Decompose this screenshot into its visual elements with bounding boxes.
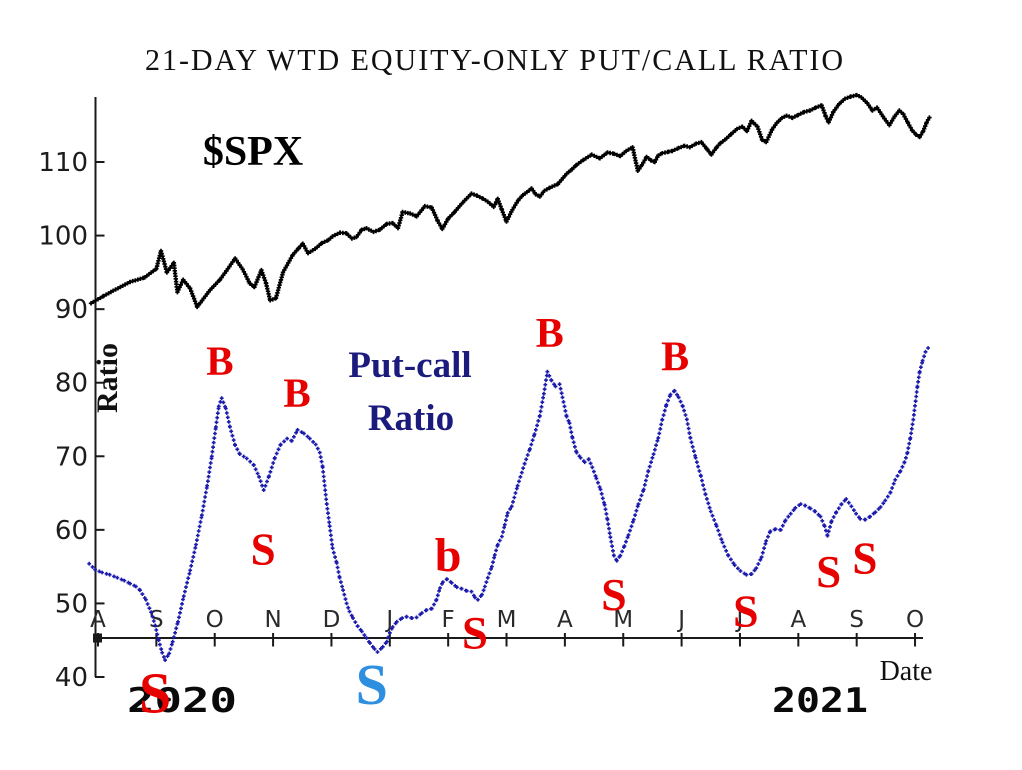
y-tick-label: 40: [55, 663, 88, 693]
signal-buy: B: [661, 335, 689, 381]
x-tick-label-month: N: [264, 607, 281, 633]
signal-sell: S: [601, 569, 627, 620]
x-tick-label-month: J: [735, 607, 744, 633]
x-tick-label-month: F: [442, 607, 455, 633]
x-tick-label-month: A: [90, 607, 106, 633]
putcall-series-label-line1: Put-call: [348, 345, 471, 386]
x-tick-label-month: O: [206, 607, 224, 633]
y-tick-label: 90: [55, 295, 88, 325]
x-tick-label-month: A: [790, 607, 806, 633]
spx-series-label: $SPX: [203, 129, 303, 175]
signal-sell: S: [462, 608, 488, 660]
y-tick-label: 110: [38, 148, 88, 178]
x-tick-label-month: M: [613, 607, 633, 633]
y-tick-label: 80: [55, 369, 88, 399]
series-put-call-ratio: [87, 346, 930, 662]
signal-sell: S: [139, 661, 171, 726]
signal-sell: S: [356, 652, 388, 717]
signal-buy-minor: b: [435, 529, 462, 582]
x-tick-label-month: S: [849, 607, 864, 633]
x-tick-label-month: O: [906, 607, 924, 633]
series--spx: [88, 92, 932, 310]
x-axis-title: Date: [880, 656, 933, 687]
putcall-series-label-line2: Ratio: [368, 398, 454, 439]
x-tick-label-month: J: [676, 607, 685, 633]
x-tick-label-month: A: [557, 607, 573, 633]
x-tick-label-month: D: [323, 607, 341, 633]
x-tick-label-month: J: [384, 607, 393, 633]
y-tick-label: 70: [55, 442, 88, 472]
year-label-2021: 2021: [772, 681, 868, 721]
chart-title: 21-DAY WTD EQUITY-ONLY PUT/CALL RATIO: [145, 42, 845, 77]
signal-sell: S: [733, 585, 759, 636]
signal-sell: S: [816, 547, 841, 597]
signal-buy: B: [206, 338, 233, 384]
y-tick-labels: 110 100 90 80 70 60 50 40: [38, 148, 88, 693]
signal-buy: B: [536, 311, 564, 357]
signal-buy: B: [283, 369, 310, 415]
series-curves: [87, 92, 932, 662]
signal-sell: S: [251, 525, 276, 575]
year-label-2020: 2020: [127, 681, 237, 721]
signal-sell: S: [852, 534, 877, 584]
axes: [93, 97, 923, 678]
x-tick-label-month: S: [149, 607, 164, 633]
y-tick-label: 60: [55, 516, 88, 546]
y-tick-label: 50: [55, 589, 88, 619]
x-tick-label-month: M: [497, 607, 517, 633]
y-tick-label: 100: [38, 222, 88, 252]
